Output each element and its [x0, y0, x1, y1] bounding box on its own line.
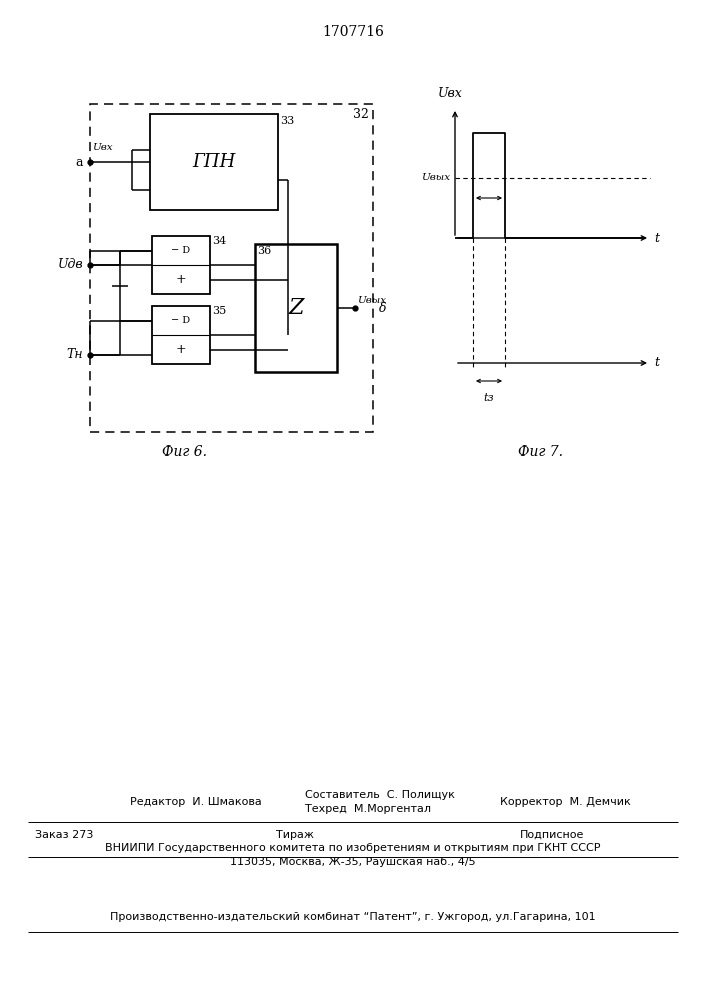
Text: Uвых: Uвых — [421, 174, 450, 182]
Bar — [152, 236, 210, 294]
Text: Uвх: Uвх — [92, 143, 112, 152]
Text: Корректор  М. Демчик: Корректор М. Демчик — [500, 797, 631, 807]
Bar — [150, 114, 278, 210]
Text: 34: 34 — [212, 236, 226, 246]
Text: t: t — [654, 232, 659, 244]
Text: t: t — [654, 357, 659, 369]
Text: Подписное: Подписное — [520, 830, 585, 840]
Text: 113035, Москва, Ж-35, Раушская наб., 4/5: 113035, Москва, Ж-35, Раушская наб., 4/5 — [230, 857, 476, 867]
Bar — [255, 244, 337, 372]
Text: tз: tз — [484, 393, 494, 403]
Text: Фиг 7.: Фиг 7. — [518, 445, 563, 459]
Text: 36: 36 — [257, 246, 271, 256]
Text: Составитель  С. Полищук: Составитель С. Полищук — [305, 790, 455, 800]
Text: 1707716: 1707716 — [322, 25, 384, 39]
Text: 35: 35 — [212, 306, 226, 316]
Text: Редактор  И. Шмакова: Редактор И. Шмакова — [130, 797, 262, 807]
Text: − D: − D — [171, 316, 191, 325]
Text: Тираж: Тираж — [276, 830, 314, 840]
Text: Заказ 273: Заказ 273 — [35, 830, 93, 840]
Bar — [152, 306, 210, 364]
Bar — [90, 104, 373, 432]
Text: +: + — [175, 273, 187, 286]
Text: Фиг 6.: Фиг 6. — [163, 445, 207, 459]
Text: ВНИИПИ Государственного комитета по изобретениям и открытиям при ГКНТ СССР: ВНИИПИ Государственного комитета по изоб… — [105, 843, 601, 853]
Text: Uвых: Uвых — [357, 296, 386, 305]
Text: Uвх: Uвх — [438, 87, 462, 100]
Text: δ: δ — [375, 302, 387, 314]
Text: a: a — [76, 155, 83, 168]
Text: +: + — [175, 343, 187, 356]
Text: Tн: Tн — [66, 349, 83, 361]
Text: Z: Z — [288, 297, 304, 319]
Text: Техред  М.Моргентал: Техред М.Моргентал — [305, 804, 431, 814]
Text: 32: 32 — [353, 108, 369, 121]
Text: Uдв: Uдв — [57, 258, 83, 271]
Text: ГПН: ГПН — [192, 153, 235, 171]
Text: Производственно-издательский комбинат “Патент”, г. Ужгород, ул.Гагарина, 101: Производственно-издательский комбинат “П… — [110, 912, 596, 922]
Text: 33: 33 — [280, 116, 294, 126]
Text: − D: − D — [171, 246, 191, 255]
